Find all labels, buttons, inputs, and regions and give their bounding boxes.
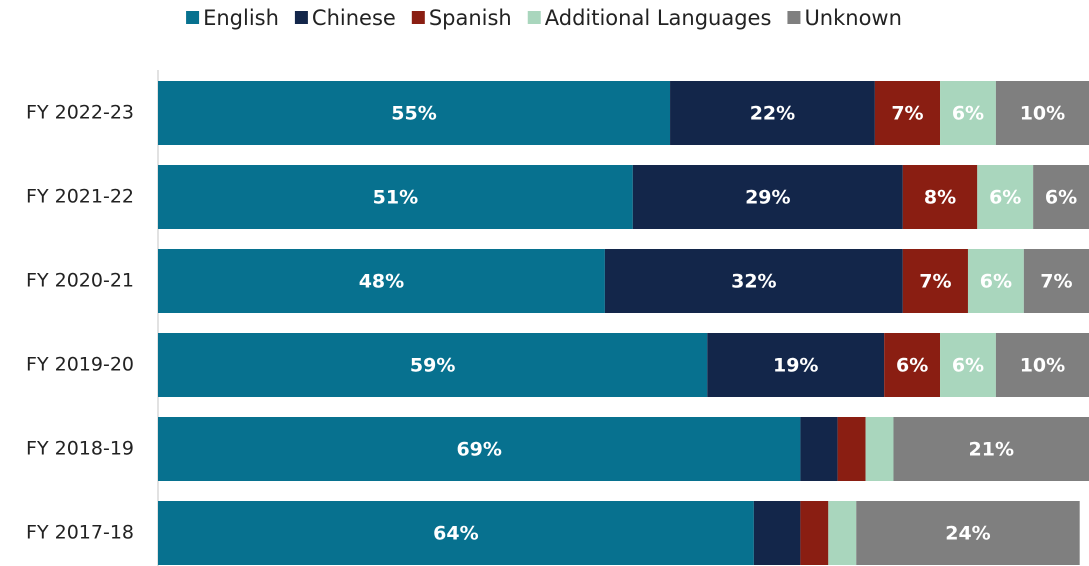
bar-segment — [670, 81, 875, 145]
bar-segment — [800, 417, 838, 481]
bar-segment — [837, 417, 866, 481]
bar-segment — [995, 81, 1089, 145]
bar-segment — [967, 249, 1024, 313]
y-tick-label: FY 2022-23 — [26, 102, 134, 124]
y-tick-label: FY 2020-21 — [26, 270, 134, 292]
data-label: 59% — [410, 355, 455, 377]
bar-segment — [995, 333, 1089, 397]
data-label: 6% — [952, 103, 984, 125]
y-tick-label: FY 2017-18 — [26, 522, 134, 544]
data-label: 22% — [750, 103, 795, 125]
data-label: 24% — [945, 523, 990, 545]
bar-segment — [874, 81, 941, 145]
bar-segment — [800, 501, 829, 565]
data-label: 7% — [891, 103, 923, 125]
bar-segment — [893, 417, 1089, 481]
bar-segment — [158, 165, 633, 229]
data-label: 10% — [1020, 103, 1065, 125]
data-label: 21% — [969, 439, 1014, 461]
data-label: 69% — [456, 439, 501, 461]
data-label: 29% — [745, 187, 790, 209]
data-label: 55% — [391, 103, 436, 125]
y-tick-label: FY 2018-19 — [26, 438, 134, 460]
legend-swatch — [787, 11, 801, 24]
bar-segment — [902, 249, 968, 313]
legend-swatch — [294, 11, 308, 24]
data-label: 32% — [731, 271, 776, 293]
y-tick-label: FY 2021-22 — [26, 186, 134, 208]
data-label: 6% — [952, 355, 984, 377]
bar-segment — [902, 165, 978, 229]
bar-segment — [158, 501, 754, 565]
bar-segment — [707, 333, 885, 397]
bar-segment — [158, 333, 708, 397]
data-label: 7% — [1040, 271, 1072, 293]
legend-swatch — [186, 11, 200, 24]
legend-swatch — [527, 11, 541, 24]
legend-label: Chinese — [312, 6, 396, 30]
data-label: 48% — [359, 271, 404, 293]
bar-segment — [828, 501, 857, 565]
bar-segment — [1023, 249, 1089, 313]
data-label: 6% — [896, 355, 928, 377]
legend-label: English — [203, 6, 279, 30]
legend-label: Additional Languages — [545, 6, 772, 30]
legend-label: Unknown — [804, 6, 901, 30]
bar-segment — [158, 417, 801, 481]
bar-segment — [865, 417, 894, 481]
data-label: 10% — [1020, 355, 1065, 377]
data-label: 6% — [989, 187, 1021, 209]
data-label: 51% — [373, 187, 418, 209]
bar-segment — [856, 501, 1080, 565]
data-label: 6% — [980, 271, 1012, 293]
data-label: 7% — [919, 271, 951, 293]
bar-segment — [1033, 165, 1089, 229]
data-label: 19% — [773, 355, 818, 377]
bar-segment — [632, 165, 903, 229]
bar-segment — [158, 81, 671, 145]
bar-segment — [158, 249, 605, 313]
y-tick-label: FY 2019-20 — [26, 354, 134, 376]
bar-segment — [884, 333, 941, 397]
bar-segment — [940, 333, 996, 397]
bar-segment — [604, 249, 903, 313]
data-label: 8% — [924, 187, 956, 209]
legend-label: Spanish — [429, 6, 512, 30]
data-label: 64% — [433, 523, 478, 545]
bar-segment — [940, 81, 996, 145]
legend-swatch — [411, 11, 425, 24]
data-label: 6% — [1045, 187, 1077, 209]
bar-segment — [753, 501, 801, 565]
bar-segment — [977, 165, 1034, 229]
